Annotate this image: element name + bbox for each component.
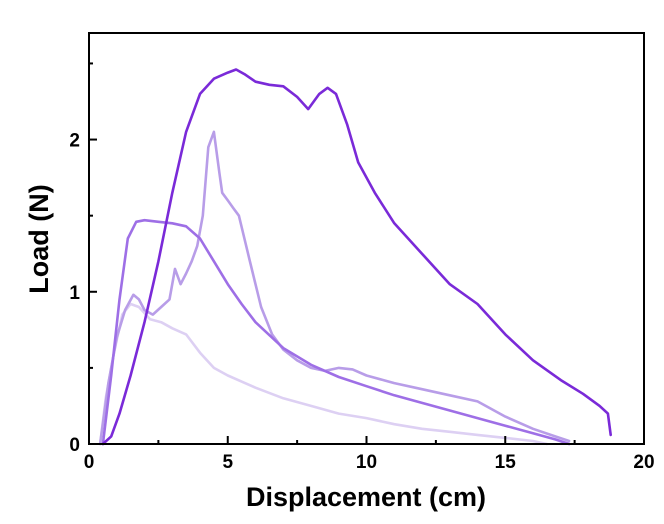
y-tick-label: 0 [69, 435, 80, 456]
x-tick-label: 5 [222, 452, 233, 473]
x-tick-label: 20 [633, 452, 654, 473]
y-tick-label: 2 [69, 131, 80, 152]
y-axis-title: Load (N) [24, 184, 54, 293]
series-line-2 [98, 130, 571, 446]
series-layer [98, 68, 612, 446]
plot-frame [88, 32, 645, 445]
x-tick-label: 10 [356, 452, 377, 473]
y-tick-label: 1 [69, 283, 80, 304]
x-tick-label: 0 [84, 452, 95, 473]
series-line-3 [101, 218, 571, 446]
tick-layer: 0 5 10 15 20 0 1 2 [69, 62, 655, 473]
x-tick-label: 15 [495, 452, 517, 473]
series-line-4 [101, 68, 612, 446]
series-line-1 [98, 302, 549, 446]
x-axis-title: Displacement (cm) [246, 482, 486, 512]
